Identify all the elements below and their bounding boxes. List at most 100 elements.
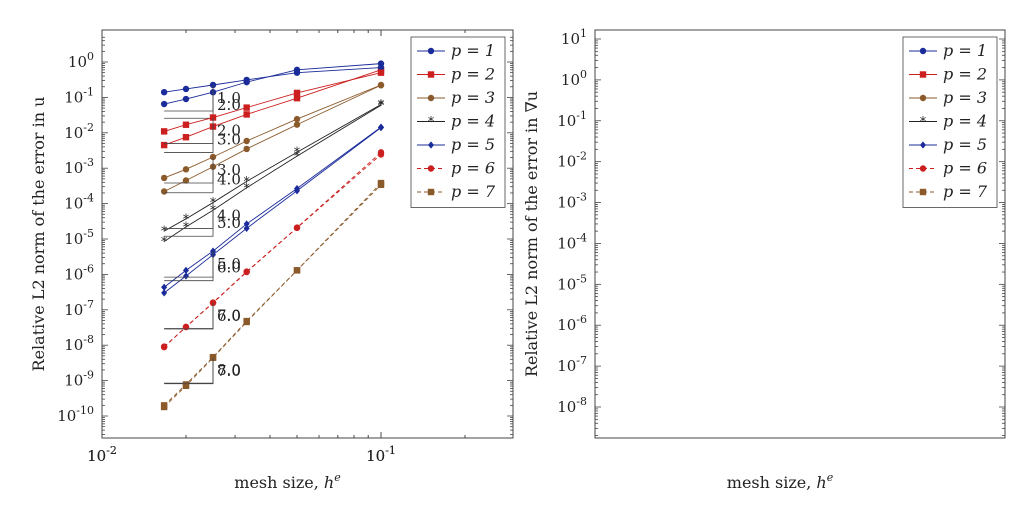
slope-label: 5.0 [217, 255, 241, 273]
series-line [163, 84, 382, 192]
data-point [243, 104, 250, 111]
legend-marker: * [428, 115, 435, 130]
data-point [182, 166, 190, 173]
data-point [161, 289, 168, 297]
data-point [182, 95, 190, 103]
slope-triangle [164, 251, 214, 278]
legend-marker [428, 141, 434, 149]
slope-triangle [164, 302, 214, 329]
series-line [163, 182, 382, 408]
legend-entry: p = 2 [451, 65, 495, 84]
data-point [377, 69, 385, 76]
y-tick-label: 10-8 [557, 395, 587, 416]
slope-label: 4.0 [217, 171, 241, 189]
data-point [160, 403, 168, 411]
legend-marker [919, 94, 927, 102]
data-point: * [294, 150, 301, 165]
x-tick-label: 10-1 [366, 444, 396, 465]
legend-entry: p = 1 [943, 41, 987, 60]
data-point [160, 88, 168, 96]
x-tick-label: 10-1 [366, 444, 396, 465]
y-tick-label: 101 [561, 27, 587, 48]
slope-label: 2.0 [217, 122, 241, 140]
series-6 [160, 149, 385, 351]
x-axis-label: mesh size, he [727, 471, 834, 492]
data-point [293, 89, 301, 97]
data-point [160, 188, 168, 195]
legend-entry: p = 7 [451, 182, 496, 201]
legend-marker: * [920, 115, 927, 130]
series-line [163, 104, 382, 242]
series-2 [160, 69, 385, 135]
series-line [163, 126, 382, 288]
data-point [160, 174, 168, 182]
legend-marker [427, 165, 435, 172]
series-3 [160, 81, 385, 182]
data-point [160, 141, 168, 149]
legend-entry: p = 4 [451, 112, 495, 131]
data-point: * [243, 175, 250, 190]
data-point [377, 81, 385, 89]
data-point: * [183, 220, 190, 235]
y-tick-label: 10-2 [557, 150, 587, 171]
legend-entry: p = 2 [943, 65, 987, 84]
series-line [163, 154, 382, 347]
legend-marker [920, 141, 926, 149]
y-tick-label: 10-6 [64, 262, 94, 283]
legend-entry: p = 7 [943, 182, 988, 201]
data-point [243, 137, 250, 145]
data-point: * [243, 181, 250, 196]
y-tick-label: 10-10 [57, 404, 94, 425]
data-point [377, 151, 385, 158]
series-line [164, 67, 382, 93]
data-point [182, 121, 190, 128]
data-point [293, 69, 301, 76]
slope-label: 6.0 [217, 259, 241, 277]
legend-marker [427, 47, 435, 55]
series-1 [160, 64, 385, 96]
legend-marker [919, 165, 927, 172]
slope-label: 1.0 [217, 89, 241, 107]
legend-marker [427, 94, 435, 102]
legend-marker [427, 71, 435, 78]
x-axis-label: mesh size, he [234, 471, 341, 492]
data-point [293, 94, 301, 102]
data-point [243, 111, 250, 118]
y-axis-label: Relative L2 norm of the error in u [29, 97, 48, 372]
data-point [160, 343, 168, 350]
data-point [182, 85, 190, 93]
series-line [163, 127, 382, 294]
legend: p = 1 p = 2 p = 3 * p = 4 p = 5 p = 6 p = 7 [902, 36, 998, 208]
x-tick-label: 10-2 [87, 444, 117, 465]
data-point: * [183, 212, 190, 227]
data-point: * [294, 146, 301, 161]
data-point [182, 272, 189, 280]
y-tick-label: 10-6 [557, 313, 587, 334]
data-point [243, 76, 250, 84]
y-tick-label: 10-4 [557, 231, 587, 252]
data-point [293, 224, 301, 232]
y-tick-label: 10-8 [64, 333, 94, 354]
y-axis-label: Relative L2 norm of the error in ∇u [522, 91, 541, 377]
series-line [163, 84, 382, 179]
y-tick-label: 10-1 [557, 109, 587, 130]
data-point [160, 128, 168, 135]
y-tick-label: 10-3 [64, 156, 94, 177]
legend-entry: p = 6 [451, 159, 495, 178]
data-point [243, 318, 250, 326]
legend-entry: p = 3 [451, 88, 495, 107]
y-tick-label: 10-1 [64, 85, 94, 106]
x-tick-label: 10-2 [87, 444, 117, 465]
data-point [243, 220, 250, 228]
data-point [160, 100, 168, 108]
data-point [377, 64, 385, 71]
series-line [164, 72, 382, 132]
legend-entry: p = 3 [943, 88, 987, 107]
y-tick-label: 10-4 [64, 192, 94, 213]
data-point: * [378, 98, 385, 113]
slope-label: 5.0 [217, 214, 241, 232]
y-tick-label: 10-5 [557, 272, 587, 293]
slope-triangle [164, 302, 214, 330]
series-line [163, 184, 382, 406]
